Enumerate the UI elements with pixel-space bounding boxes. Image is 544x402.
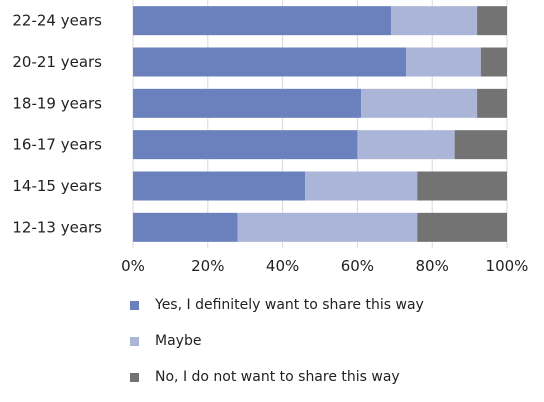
category-label-18-19-years: 18-19 years (12, 94, 102, 112)
bars (133, 6, 507, 242)
bar-20-21-years-maybe (406, 47, 481, 77)
bar-16-17-years-no (454, 130, 507, 160)
legend-label-yes: Yes, I definitely want to share this way (155, 297, 424, 313)
legend-swatch-no (130, 372, 139, 382)
x-tick-label-20: 20% (191, 257, 224, 275)
category-label-12-13-years: 12-13 years (12, 218, 102, 236)
x-tick-labels: 0% 20% 40% 60% 80% 100% (121, 257, 528, 275)
bar-16-17-years-yes (133, 130, 358, 160)
bar-12-13-years-no (417, 212, 507, 242)
bar-18-19-years-maybe (361, 88, 478, 118)
legend-item-no: No, I do not want to share this way (130, 366, 424, 388)
x-tick-label-60: 60% (341, 257, 374, 275)
bar-16-17-years-maybe (357, 130, 455, 160)
legend-label-no: No, I do not want to share this way (155, 369, 400, 385)
bar-20-21-years-no (480, 47, 507, 77)
legend-item-yes: Yes, I definitely want to share this way (130, 294, 424, 316)
legend-label-maybe: Maybe (155, 333, 202, 349)
bar-18-19-years-no (477, 88, 507, 118)
bar-18-19-years-yes (133, 88, 362, 118)
legend-swatch-yes (130, 300, 139, 310)
bar-12-13-years-maybe (237, 212, 418, 242)
category-labels: 22-24 years 20-21 years 18-19 years 16-17 y… (12, 12, 102, 237)
x-tick-label-80: 80% (416, 257, 449, 275)
bar-14-15-years-maybe (305, 171, 418, 201)
bar-12-13-years-yes (133, 212, 238, 242)
x-tick-label-40: 40% (266, 257, 299, 275)
category-label-14-15-years: 14-15 years (12, 177, 102, 195)
legend-swatch-maybe (130, 336, 139, 346)
legend: Yes, I definitely want to share this way… (130, 294, 424, 402)
category-label-22-24-years: 22-24 years (12, 12, 102, 30)
bar-20-21-years-yes (133, 47, 407, 77)
gridlines (132, 0, 508, 248)
stacked-bar-chart: 22-24 years 20-21 years 18-19 years 16-17 y… (12, 0, 528, 275)
category-label-20-21-years: 20-21 years (12, 53, 102, 71)
bar-14-15-years-yes (133, 171, 306, 201)
x-tick-label-100: 100% (486, 257, 529, 275)
bar-22-24-years-yes (133, 6, 392, 36)
bar-14-15-years-no (417, 171, 507, 201)
x-tick-label-0: 0% (121, 257, 145, 275)
bar-22-24-years-maybe (391, 6, 478, 36)
legend-item-maybe: Maybe (130, 330, 424, 352)
category-label-16-17-years: 16-17 years (12, 136, 102, 154)
bar-22-24-years-no (477, 6, 507, 36)
